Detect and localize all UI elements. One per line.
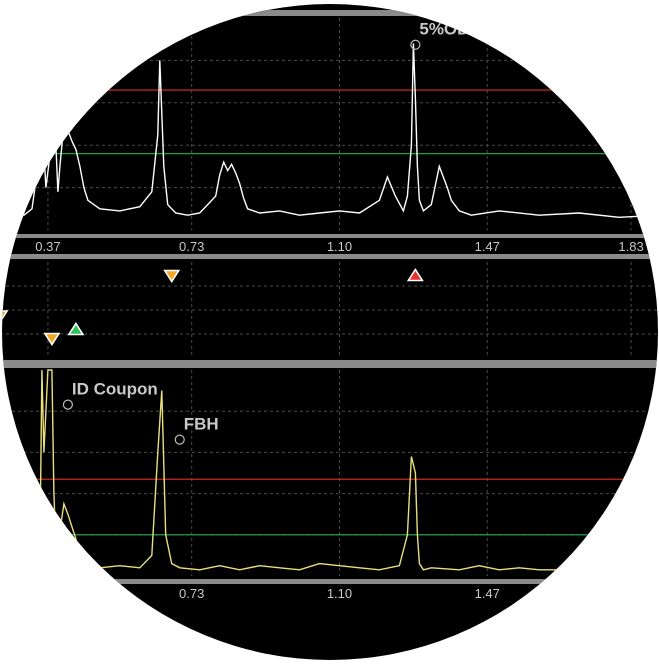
x-tick-label: 1.10 <box>327 239 352 254</box>
middle-panel-grid <box>2 262 658 358</box>
top-panel-thresholds <box>2 89 658 155</box>
middle-panel-markers <box>2 268 424 346</box>
annotation-marker-circle <box>174 434 185 445</box>
gate-triangle-marker <box>406 268 424 282</box>
bottom-panel-annotations: ID Coupon FBH <box>62 380 219 445</box>
annotation-label: FBH <box>184 415 219 434</box>
top-panel: 5%OD 0.37 0.73 1.10 1.47 1.83 <box>2 10 658 259</box>
bottom-panel-trace <box>2 369 658 571</box>
middle-panel <box>2 262 658 368</box>
bottom-panel: ID Coupon FBH 0.73 1.10 1.47 <box>2 369 658 601</box>
gate-triangle-marker <box>2 310 9 324</box>
middle-panel-border-top <box>2 254 658 259</box>
gate-triangle-marker <box>67 322 85 336</box>
top-panel-trace <box>2 22 658 219</box>
x-tick-label: 0.37 <box>35 239 60 254</box>
x-tick-label: 1.47 <box>475 239 500 254</box>
x-tick-label: 0.73 <box>179 239 204 254</box>
x-tick-label: 0.73 <box>179 586 204 601</box>
annotation-marker-circle <box>410 39 421 50</box>
bottom-panel-thresholds <box>2 478 658 536</box>
top-axis-bar <box>2 234 658 238</box>
x-tick-label: 1.10 <box>327 586 352 601</box>
bottom-axis-ticks: 0.73 1.10 1.47 <box>179 586 500 601</box>
annotation-label: ID Coupon <box>72 380 158 399</box>
top-panel-border <box>2 10 658 16</box>
top-axis-ticks: 0.37 0.73 1.10 1.47 1.83 <box>35 239 643 254</box>
x-tick-label: 1.47 <box>475 586 500 601</box>
middle-panel-border-bottom <box>2 360 658 368</box>
annotation-marker-circle <box>62 399 73 410</box>
bottom-axis-bar <box>2 579 658 584</box>
annotation-label: 5%OD <box>419 20 469 39</box>
gate-triangle-marker <box>43 332 61 346</box>
gate-triangle-marker <box>163 269 181 283</box>
x-tick-label: 1.83 <box>618 239 643 254</box>
